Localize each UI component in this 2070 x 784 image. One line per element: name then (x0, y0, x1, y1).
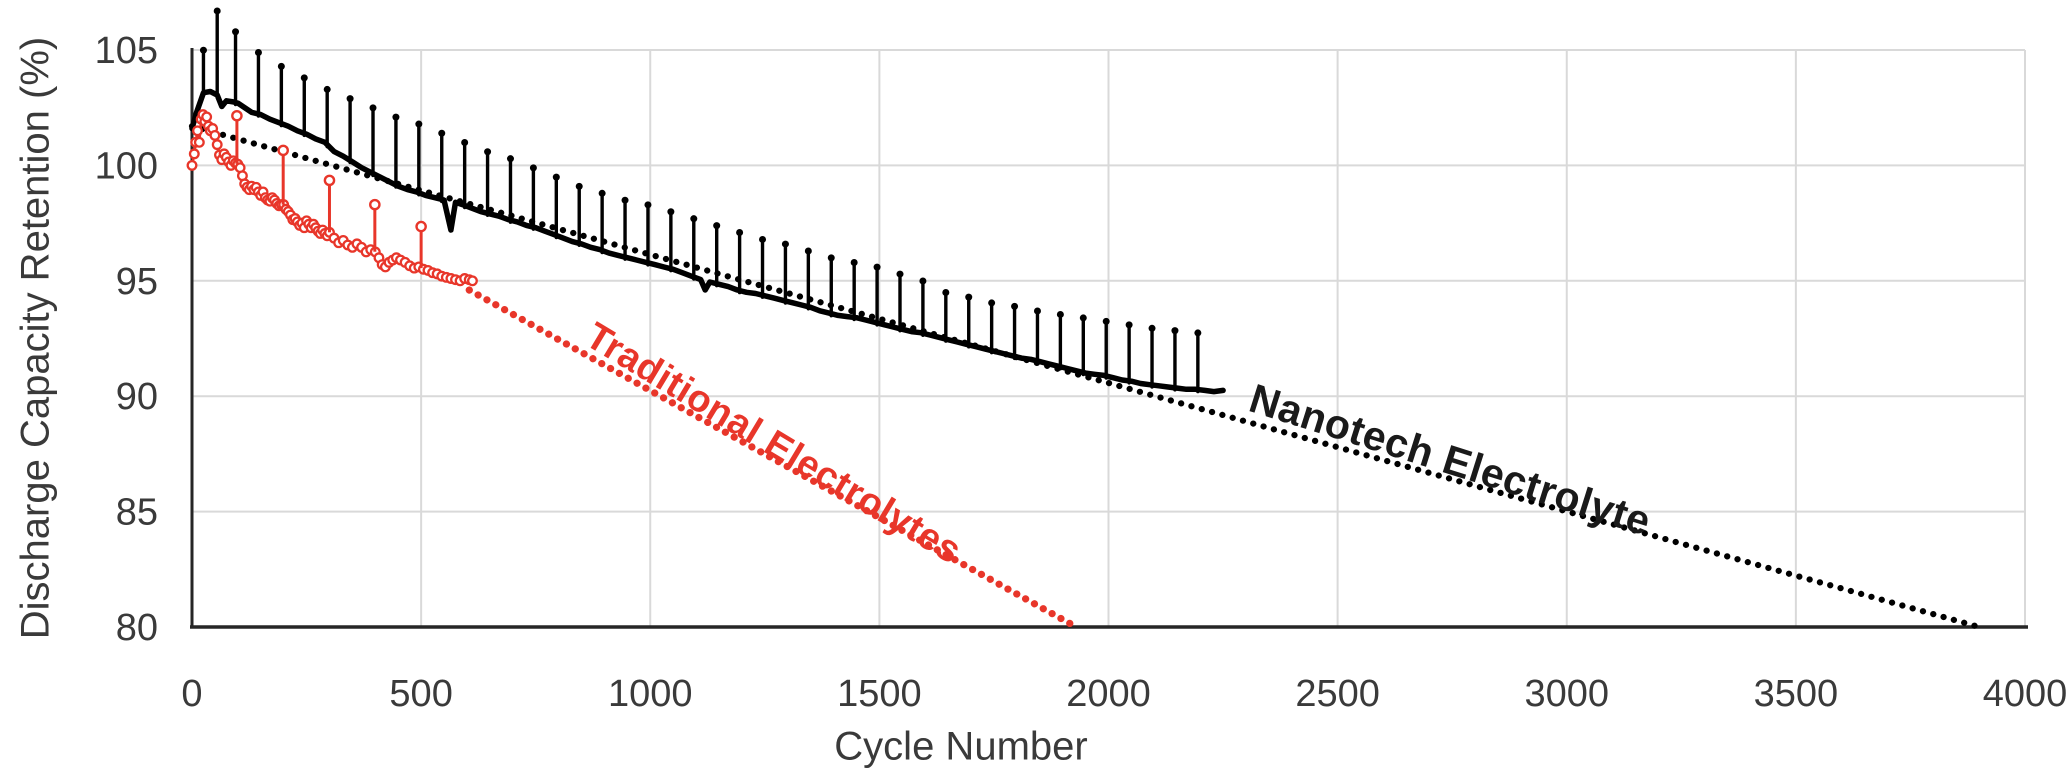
y-axis-title: Discharge Capacity Retention (%) (13, 36, 58, 640)
traditional-marker (193, 136, 205, 148)
nanotech-spike-cap (850, 259, 858, 267)
nanotech-spike-cap (575, 182, 583, 190)
nanotech-spike-cap (713, 222, 721, 230)
traditional-marker (186, 159, 198, 171)
x-tick-label: 1000 (608, 673, 693, 715)
nanotech-spike-cap (506, 155, 514, 163)
x-tick-label: 2000 (1066, 673, 1151, 715)
traditional-spike-cap (231, 109, 243, 122)
nanotech-spike-cap (919, 277, 927, 285)
nanotech-spike-cap (827, 254, 835, 262)
nanotech-spike-cap (667, 208, 675, 216)
nanotech-spike-cap (323, 85, 331, 93)
y-tick-label: 80 (116, 607, 158, 649)
nanotech-spike-cap (232, 28, 240, 36)
x-tick-label: 500 (389, 673, 452, 715)
nanotech-spike-cap (415, 120, 423, 128)
nanotech-spike-cap (484, 148, 492, 156)
nanotech-spike-cap (438, 129, 446, 137)
traditional-spike-cap (369, 198, 381, 211)
nanotech-spike-cap (392, 113, 400, 121)
nanotech-spike-cap (644, 201, 652, 209)
nanotech-series-line (189, 88, 1226, 395)
nanotech-spike-cap (621, 196, 629, 204)
nanotech-spike-cap (199, 46, 207, 54)
nanotech-spike-cap (1194, 329, 1202, 337)
x-tick-label: 3500 (1754, 673, 1839, 715)
traditional-marker (192, 125, 203, 137)
y-tick-label: 100 (95, 145, 158, 187)
nanotech-spike-cap (1171, 327, 1179, 335)
nanotech-spike-cap (988, 299, 996, 307)
nanotech-spike-cap (1011, 302, 1019, 310)
y-tick-label: 90 (116, 376, 158, 418)
nanotech-spike-cap (1148, 324, 1156, 332)
nanotech-spike-cap (552, 173, 560, 181)
nanotech-spike-cap (1102, 317, 1110, 325)
traditional-marker (201, 111, 213, 123)
nanotech-spike-cap (254, 49, 262, 56)
y-tick-label: 105 (95, 30, 158, 72)
nanotech-spike-cap (942, 289, 950, 297)
nanotech-spike-cap (804, 247, 812, 255)
nanotech-spike-cap (300, 74, 308, 82)
nanotech-spike-cap (1125, 321, 1133, 329)
nanotech-spike-cap (461, 139, 469, 147)
traditional-marker (209, 129, 221, 141)
traditional-marker (211, 139, 223, 151)
nanotech-spike-cap (781, 240, 789, 248)
x-tick-label: 1500 (837, 673, 922, 715)
nanotech-trendline (188, 123, 1983, 631)
nanotech-spike-cap (598, 189, 606, 197)
y-tick-label: 95 (116, 261, 158, 303)
traditional-marker (466, 275, 478, 287)
nanotech-spike-cap (896, 270, 904, 278)
nanotech-spike-cap (965, 293, 973, 301)
x-tick-label: 2500 (1295, 673, 1380, 715)
nanotech-spike-cap (690, 215, 698, 223)
nanotech-spike-cap (529, 164, 537, 172)
nanotech-spike-cap (346, 95, 354, 103)
nanotech-spike-cap (213, 7, 221, 15)
x-axis-title: Cycle Number (834, 724, 1088, 769)
nanotech-spike-cap (277, 62, 285, 70)
nanotech-spike-cap (873, 263, 881, 271)
nanotech-spike-cap (369, 104, 377, 112)
nanotech-spike-cap (759, 235, 767, 243)
nanotech-spike-cap (1079, 314, 1087, 322)
x-tick-label: 4000 (1983, 673, 2068, 715)
traditional-spike-cap (415, 220, 427, 233)
traditional-marker (188, 148, 200, 160)
traditional-spike-cap (277, 144, 289, 157)
traditional-spike-cap (323, 174, 336, 187)
nanotech-spike-cap (736, 229, 744, 237)
nanotech-spike-cap (1056, 310, 1064, 318)
x-tick-label: 3000 (1524, 673, 1609, 715)
y-tick-label: 85 (116, 492, 158, 534)
nanotech-spike-cap (1033, 307, 1041, 315)
x-tick-label: 0 (181, 673, 202, 715)
traditional-trendline (465, 286, 1078, 630)
